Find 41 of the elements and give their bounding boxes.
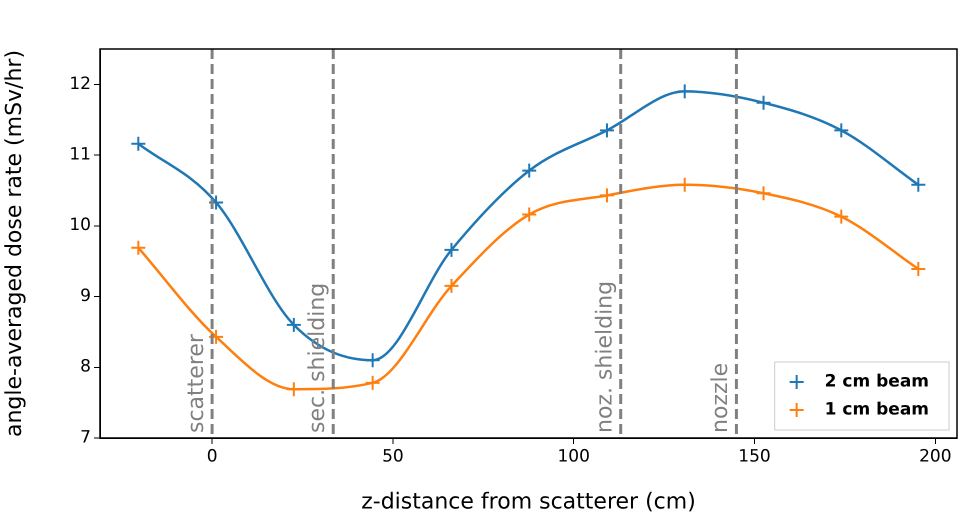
point xyxy=(364,352,381,368)
point xyxy=(521,162,538,179)
point xyxy=(833,122,850,138)
y-tick-label: 7 xyxy=(80,427,91,448)
point xyxy=(833,208,850,225)
x-tick-label: 200 xyxy=(919,446,952,467)
point xyxy=(598,122,615,138)
ref-line-label: sec. shielding xyxy=(304,282,330,433)
y-tick-label: 9 xyxy=(80,286,91,306)
x-tick-label: 150 xyxy=(738,446,771,467)
point xyxy=(521,206,538,222)
legend-label: 1 cm beam xyxy=(824,399,930,420)
point xyxy=(676,176,693,193)
point xyxy=(364,374,381,391)
point xyxy=(208,194,224,210)
x-tick-label: 0 xyxy=(206,446,218,467)
y-axis-title: angle-averaged dose rate (mSv/hr) xyxy=(2,50,27,438)
point xyxy=(756,185,772,202)
y-tick-label: 8 xyxy=(80,356,91,377)
point xyxy=(756,94,772,111)
point xyxy=(208,328,224,345)
x-tick-label: 50 xyxy=(382,446,404,467)
x-tick-label: 100 xyxy=(557,446,590,467)
y-tick-label: 11 xyxy=(69,144,91,165)
point xyxy=(676,83,693,100)
y-tick-label: 12 xyxy=(69,74,91,94)
y-tick-label: 10 xyxy=(69,215,91,236)
point xyxy=(130,136,146,152)
point xyxy=(910,260,926,277)
point xyxy=(130,240,146,256)
x-axis-title: z-distance from scatterer (cm) xyxy=(361,490,696,515)
point xyxy=(286,316,302,333)
point xyxy=(443,278,460,294)
ref-line-label: nozzle xyxy=(708,362,734,433)
ref-line-label: noz. shielding xyxy=(592,280,618,433)
ref-line-label: scatterer xyxy=(184,333,209,433)
point xyxy=(598,187,615,204)
point xyxy=(910,176,926,193)
point xyxy=(443,242,460,258)
point xyxy=(286,381,302,398)
legend-label: 2 cm beam xyxy=(824,371,930,392)
